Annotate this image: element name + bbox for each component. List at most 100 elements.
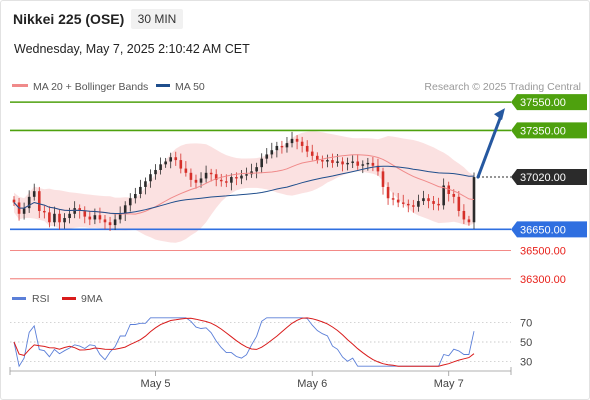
candle-body [199,178,203,183]
level-label-37020-00: 37020.00 [520,172,566,184]
candle [219,173,223,187]
candle-body [442,185,445,206]
candle [214,169,218,187]
candle [123,201,127,221]
rsi-tick-30: 30 [520,356,532,368]
candle-body [371,162,375,166]
candle-body [275,145,279,151]
candle-body [331,160,334,163]
level-tag-37020-00 [511,169,587,186]
candle [346,157,349,171]
candle [391,192,395,206]
candle [12,196,16,207]
candle-body [169,157,173,162]
candle-body [467,219,471,223]
candle [169,152,173,169]
candle [189,168,193,187]
candle-body [361,164,365,166]
legend-swatch-ma50 [156,84,170,87]
candle-body [417,201,420,207]
x-tick-label: May 5 [141,378,171,390]
candle-body [315,155,319,161]
candle [396,193,400,208]
candle [300,136,304,153]
timeframe-badge[interactable]: 30 MIN [131,9,183,29]
candle-body [164,161,167,165]
level-label-36500-00: 36500.00 [520,246,566,258]
candle [290,131,294,148]
candle-body [179,160,183,169]
candle [199,172,203,188]
rsi-tick-70: 70 [520,318,532,330]
candle [285,137,289,153]
candle-body [457,196,461,211]
candle-body [63,218,66,223]
candle [447,181,451,202]
candle-body [422,198,425,202]
candle [412,199,415,213]
candle-body [219,179,223,182]
candle [230,173,233,191]
candle-body [58,213,61,223]
candle [154,164,157,180]
candle [73,201,76,219]
candle-body [270,150,274,155]
candle [48,206,51,228]
rsi-legend-swatch [12,297,26,300]
candle-body [245,174,248,176]
candle [164,157,167,168]
candle [209,168,213,182]
candle [260,153,263,174]
candle [58,209,61,230]
candle [194,174,198,189]
candle [37,186,41,219]
candle [401,194,405,208]
legend-label-bollinger: MA 20 + Bollinger Bands [33,81,148,93]
candle [422,190,425,206]
candle-body [118,213,122,220]
rsi-tick-50: 50 [520,337,532,349]
candle-body [159,164,162,170]
candle [457,191,461,217]
candle [184,161,188,177]
candle [462,204,466,224]
candle-body [27,196,31,209]
candle [280,140,284,154]
candle-body [472,177,476,223]
candle-body [396,199,400,203]
legend-label-ma50: MA 50 [175,81,205,93]
candle-body [108,222,112,226]
candle-body [32,191,36,197]
candle-body [204,172,208,179]
candle [467,215,471,226]
candle-body [300,141,304,146]
candle [255,162,258,179]
candle [245,167,248,181]
forecast-arrow-head [494,108,505,121]
ma50-line [13,165,475,214]
level-label-37350-00: 37350.00 [520,125,566,137]
candle [265,148,269,164]
candle-body [427,198,430,202]
candle-body [53,213,56,223]
candle-body [391,198,395,200]
candle [417,194,420,212]
candle-body [351,161,354,163]
candle [472,172,476,230]
candle [204,165,208,183]
candle-body [154,169,157,175]
candle-body [22,208,26,214]
candle-body [194,179,198,183]
candle-body [401,202,405,204]
candle [139,179,142,199]
candle-body [139,186,142,194]
bollinger-bands [14,131,474,243]
candle [437,197,440,211]
level-tag-37550-00 [511,94,587,111]
candle-body [134,194,137,199]
candle-body [386,186,390,199]
candle [432,195,435,211]
candle [27,190,31,213]
candle [331,153,334,168]
candle [371,156,375,172]
